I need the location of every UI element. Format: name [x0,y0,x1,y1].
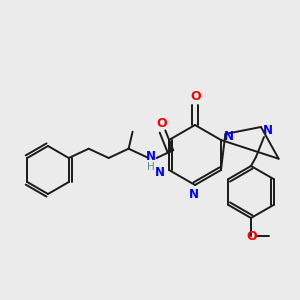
Text: O: O [247,230,257,244]
Text: O: O [191,89,201,103]
Text: O: O [156,117,167,130]
Text: N: N [263,124,273,137]
Text: H: H [147,162,154,172]
Text: N: N [224,130,234,143]
Text: N: N [189,188,199,200]
Text: N: N [155,166,165,178]
Text: N: N [146,151,155,164]
